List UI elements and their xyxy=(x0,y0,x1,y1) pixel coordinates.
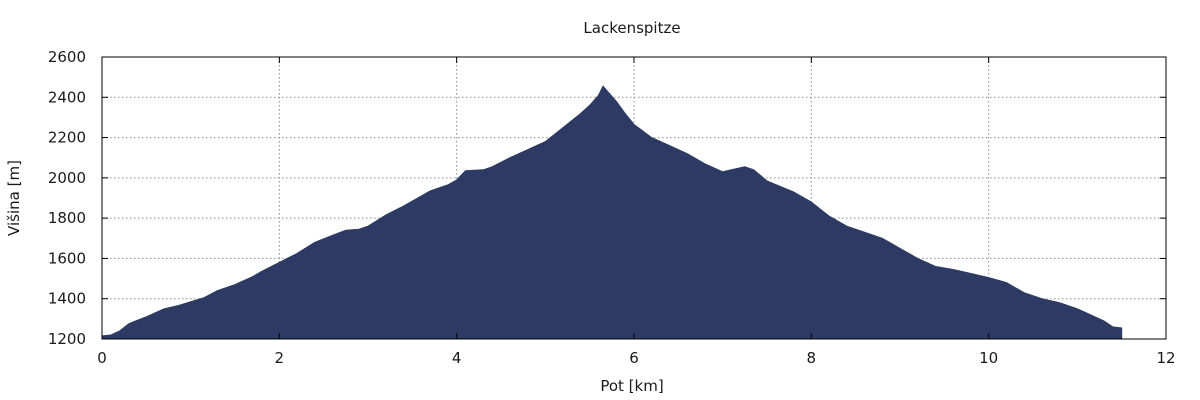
y-tick-label: 2000 xyxy=(48,169,86,187)
y-tick-label: 1800 xyxy=(48,209,86,227)
plot-area xyxy=(101,85,1123,340)
y-tick-label: 2200 xyxy=(48,129,86,147)
x-tick-label: 6 xyxy=(629,349,639,367)
elevation-area xyxy=(101,85,1123,340)
x-axis-label: Pot [km] xyxy=(600,377,663,395)
y-tick-label: 2400 xyxy=(48,88,86,106)
x-tick-label: 8 xyxy=(807,349,817,367)
chart-title: Lackenspitze xyxy=(583,19,680,37)
y-tick-label: 1200 xyxy=(48,330,86,348)
x-tick-label: 0 xyxy=(97,349,107,367)
axis-ticks: 0 2 4 6 8 10 12 1200 1400 1600 1800 2000 2200 2400 260… xyxy=(48,48,1176,367)
x-tick-label: 12 xyxy=(1156,349,1175,367)
y-tick-label: 1600 xyxy=(48,249,86,267)
y-tick-label: 1400 xyxy=(48,290,86,308)
x-tick-label: 4 xyxy=(452,349,462,367)
y-axis-label: Višina [m] xyxy=(5,160,23,236)
y-tick-label: 2600 xyxy=(48,48,86,66)
x-tick-label: 10 xyxy=(979,349,998,367)
x-tick-label: 2 xyxy=(275,349,285,367)
